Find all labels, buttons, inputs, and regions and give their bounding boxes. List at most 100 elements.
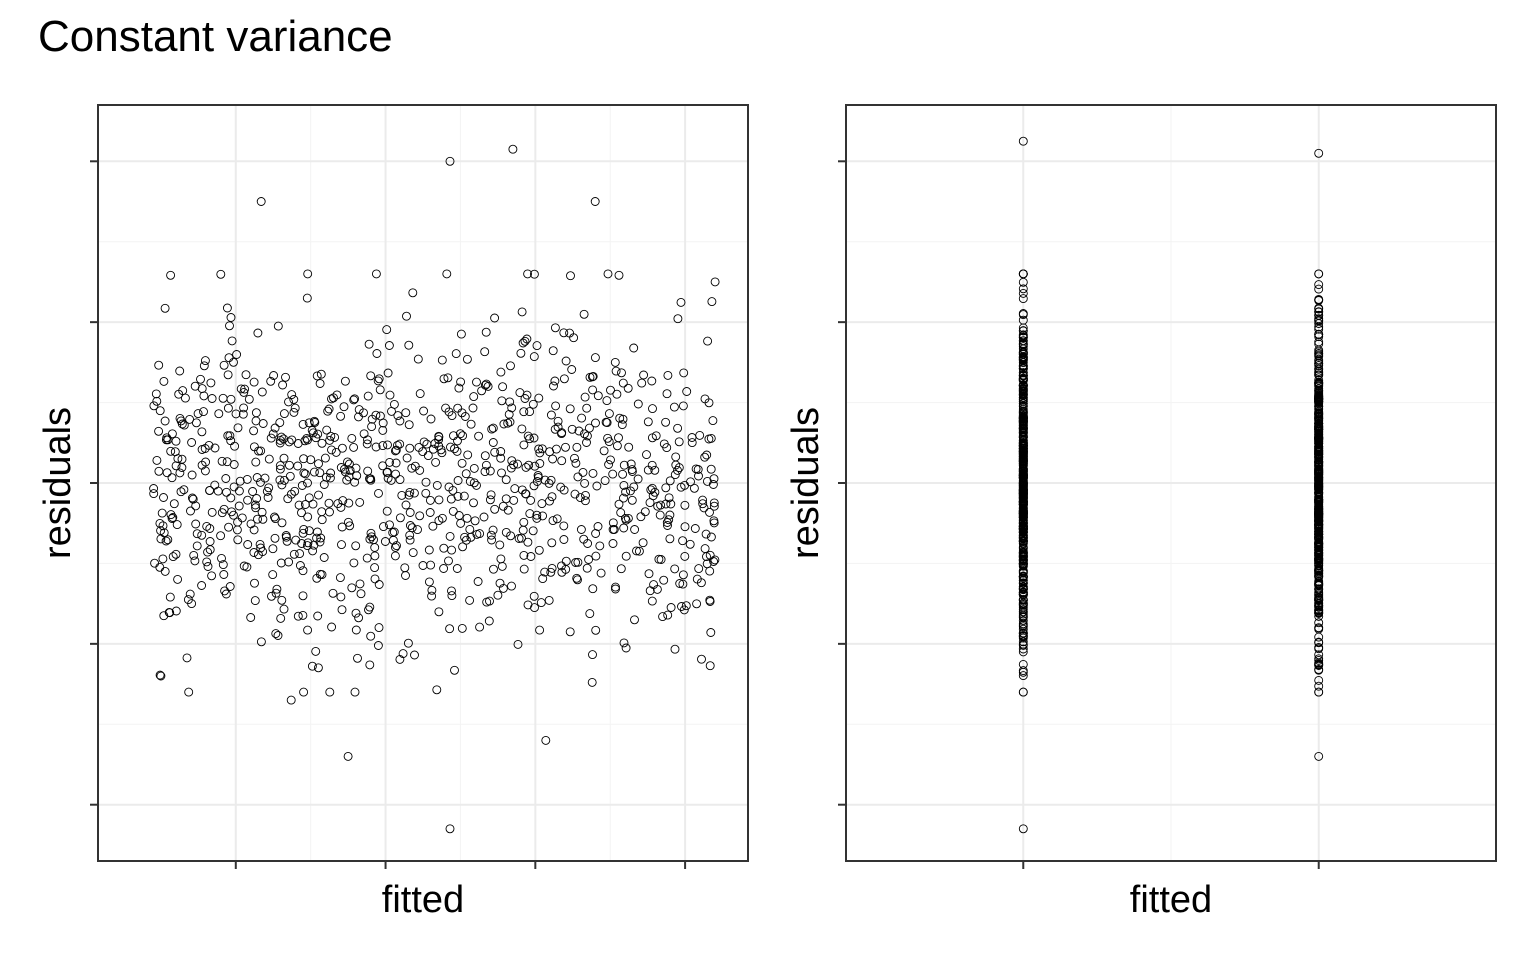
data-point (160, 303, 170, 313)
data-point (303, 478, 312, 488)
data-point (706, 532, 716, 542)
data-point (1018, 598, 1028, 608)
data-point (612, 389, 622, 399)
data-point (551, 444, 561, 454)
data-point (617, 420, 627, 430)
data-point (159, 493, 168, 502)
data-point (297, 481, 307, 490)
data-point (447, 591, 457, 601)
data-point (619, 638, 629, 648)
data-point (709, 498, 719, 508)
data-point (454, 383, 464, 393)
data-point (546, 567, 556, 577)
data-point (461, 535, 471, 545)
data-point (336, 411, 346, 421)
data-point (1018, 358, 1028, 368)
data-point (1314, 483, 1324, 493)
data-point (192, 529, 202, 539)
data-point (1314, 611, 1324, 621)
data-point (579, 309, 589, 319)
data-point (626, 459, 636, 469)
data-point (585, 609, 595, 619)
data-point (242, 474, 252, 484)
data-point (310, 418, 320, 427)
data-point (1018, 521, 1028, 531)
data-point (343, 751, 353, 761)
data-point (165, 592, 175, 602)
data-point (698, 499, 708, 509)
data-point (1018, 370, 1028, 380)
data-point (458, 542, 468, 552)
data-point (1018, 381, 1028, 391)
data-point (257, 507, 267, 517)
data-point (670, 470, 680, 480)
data-point (451, 349, 461, 359)
data-point (193, 409, 203, 419)
data-point (545, 496, 554, 506)
data-point (611, 584, 620, 594)
data-point (559, 374, 569, 384)
data-point (167, 429, 177, 439)
data-point (307, 661, 317, 671)
data-point (498, 583, 508, 593)
data-point (1314, 650, 1324, 660)
data-point (480, 467, 490, 477)
data-point (371, 269, 381, 279)
data-point (176, 487, 186, 497)
data-point (1018, 687, 1028, 697)
data-point (371, 442, 381, 452)
data-point (702, 476, 712, 486)
data-point (349, 442, 359, 452)
data-point (544, 478, 554, 488)
data-point (426, 414, 436, 424)
data-point (282, 536, 292, 546)
data-point (519, 550, 529, 560)
data-point (238, 409, 248, 419)
data-point (662, 389, 672, 399)
data-point (434, 516, 444, 526)
data-point (709, 518, 719, 528)
data-point (231, 409, 241, 419)
data-point (1018, 136, 1028, 146)
data-point (279, 604, 289, 614)
data-point (383, 473, 393, 483)
data-point (155, 406, 165, 416)
data-point (378, 425, 388, 435)
data-point (477, 386, 487, 396)
data-point (490, 504, 500, 514)
data-point (191, 418, 201, 428)
data-point (694, 564, 704, 574)
data-point (326, 431, 336, 441)
data-point (374, 488, 383, 498)
data-point (285, 471, 295, 481)
data-point (322, 425, 332, 435)
data-point (513, 639, 523, 649)
data-point (205, 524, 215, 533)
data-point (327, 622, 337, 632)
data-point (470, 516, 480, 526)
data-point (653, 501, 663, 511)
data-point (405, 521, 415, 530)
data-point (457, 458, 467, 468)
data-point (391, 445, 401, 455)
data-point (423, 451, 433, 461)
data-point (1018, 666, 1028, 676)
data-point (593, 522, 603, 531)
data-point (1314, 424, 1324, 434)
data-point (1018, 588, 1028, 598)
data-point (306, 455, 316, 465)
data-point (1018, 385, 1028, 395)
data-point (523, 600, 533, 610)
data-point (533, 473, 543, 482)
data-point (701, 529, 711, 539)
right-y-axis-title: residuals (785, 407, 827, 559)
data-point (1018, 605, 1028, 615)
data-point (578, 467, 588, 477)
data-point (503, 418, 513, 428)
data-point (1018, 332, 1028, 342)
data-point (225, 321, 234, 331)
data-point (244, 394, 254, 404)
data-point (1314, 632, 1324, 642)
data-point (223, 370, 233, 380)
